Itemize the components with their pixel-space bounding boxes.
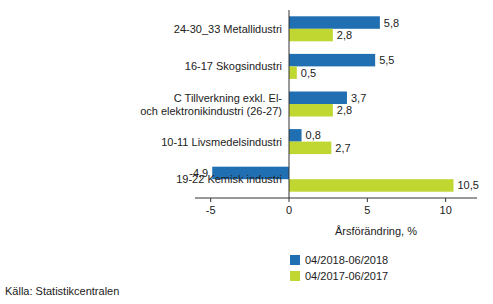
data-label: 10,5 bbox=[458, 179, 479, 191]
category-label: 24-30_33 Metallidustri bbox=[174, 23, 282, 35]
bar bbox=[289, 66, 297, 79]
data-label: 0,5 bbox=[301, 67, 316, 79]
data-label: 2,8 bbox=[337, 104, 352, 116]
data-label: 5,8 bbox=[384, 17, 399, 29]
bar bbox=[289, 16, 380, 29]
data-label: 2,7 bbox=[335, 142, 350, 154]
bar bbox=[289, 142, 331, 155]
category-label: 19-22 Kemisk industri bbox=[176, 173, 282, 185]
data-label: 0,8 bbox=[306, 129, 321, 141]
data-label: 2,8 bbox=[337, 29, 352, 41]
legend-label: 04/2017-06/2017 bbox=[305, 270, 388, 282]
tick bbox=[445, 198, 446, 202]
category-line: 24-30_33 Metallidustri bbox=[174, 23, 282, 35]
category-line: C Tillverkning exkl. El- bbox=[174, 92, 283, 104]
bar bbox=[289, 29, 333, 42]
category-label: 10-11 Livsmedelsindustri bbox=[161, 136, 282, 148]
bar bbox=[289, 104, 333, 117]
tick bbox=[289, 198, 290, 202]
tick-label: 5 bbox=[364, 204, 370, 216]
category-line: och elektronikindustri (26-27) bbox=[140, 105, 282, 117]
tick-label: -5 bbox=[206, 204, 216, 216]
tick-label: 0 bbox=[286, 204, 292, 216]
x-axis bbox=[195, 198, 477, 199]
chart: 5,85,53,70,8-4,92,80,52,82,710,5-5051024… bbox=[0, 0, 493, 304]
bar bbox=[289, 129, 302, 142]
legend-swatch bbox=[290, 255, 300, 265]
tick-label: 10 bbox=[440, 204, 452, 216]
bar bbox=[289, 92, 347, 105]
legend-swatch bbox=[290, 271, 300, 281]
bar bbox=[289, 54, 375, 67]
category-line: 16-17 Skogsindustri bbox=[185, 60, 282, 72]
x-axis-label: Årsförändring, % bbox=[335, 225, 417, 237]
data-label: 3,7 bbox=[351, 92, 366, 104]
category-label: C Tillverkning exkl. El-och elektronikin… bbox=[140, 92, 282, 117]
legend-label: 04/2018-06/2018 bbox=[305, 254, 388, 266]
category-line: 10-11 Livsmedelsindustri bbox=[161, 136, 282, 148]
tick bbox=[367, 198, 368, 202]
bar bbox=[289, 179, 454, 192]
tick bbox=[210, 198, 211, 202]
data-label: 5,5 bbox=[379, 54, 394, 66]
zero-line bbox=[289, 10, 290, 198]
source: Källa: Statistikcentralen bbox=[5, 285, 119, 297]
category-line: 19-22 Kemisk industri bbox=[176, 173, 282, 185]
category-label: 16-17 Skogsindustri bbox=[185, 60, 282, 72]
